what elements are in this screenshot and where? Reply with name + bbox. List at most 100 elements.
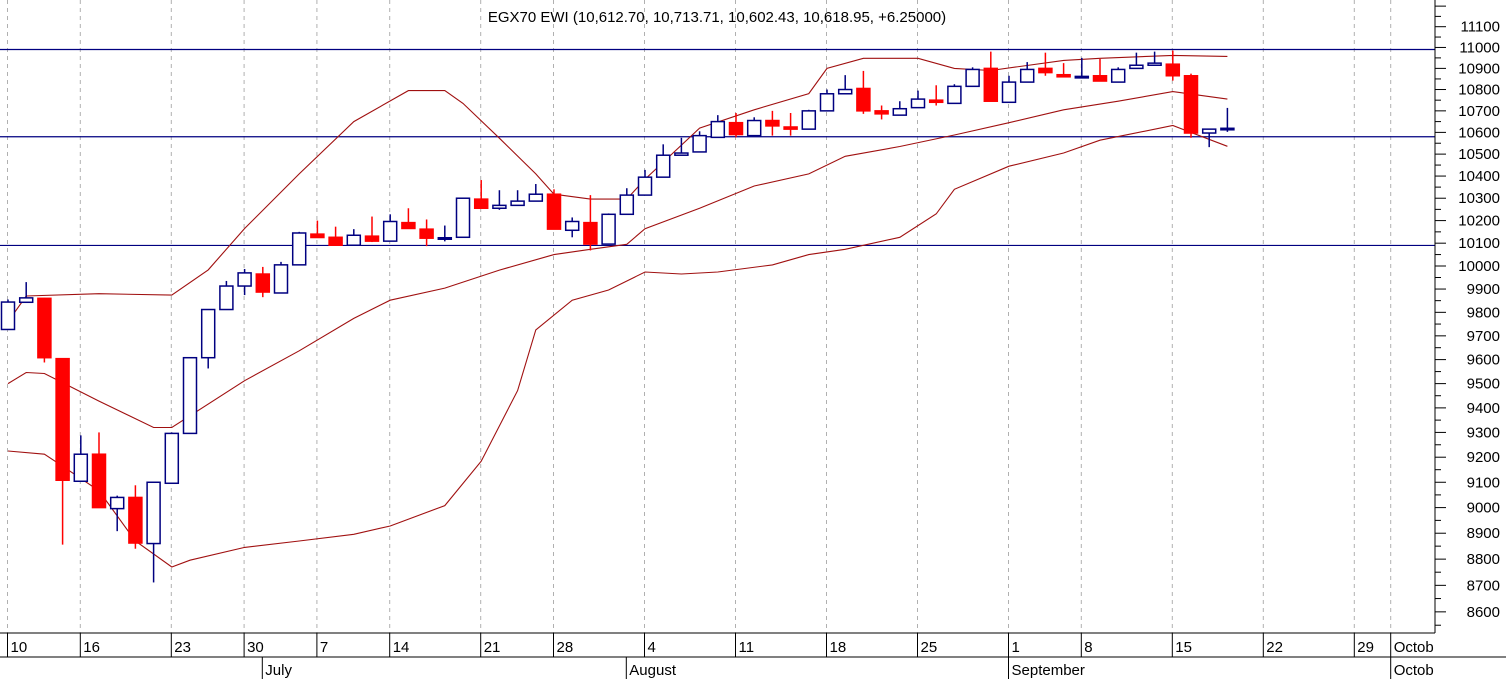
candle-down [91,453,107,509]
candle-up [619,194,635,216]
x-day-label: 4 [648,639,656,656]
x-month-label: August [629,662,677,679]
bollinger-lower-band [7,124,1228,568]
candle-down [728,121,744,136]
candle-up [746,119,762,137]
candle-down [128,496,143,544]
candle-up [1001,81,1017,104]
candle-up [965,68,980,88]
x-day-label: 1 [1012,639,1020,656]
candle-up [510,200,525,207]
y-tick-label: 9300 [1467,424,1500,441]
candle-down [37,297,52,359]
candle-up [1110,68,1126,83]
candle-up [291,232,307,266]
horizontal-lines [0,48,1435,247]
y-tick-label: 10900 [1458,60,1500,77]
candle-up [601,213,616,245]
y-tick-label: 9000 [1467,500,1500,517]
x-day-label: 7 [320,639,328,656]
candles [0,50,1235,583]
candle-down [1183,75,1199,134]
y-tick-label: 9200 [1467,449,1500,466]
candle-up [910,98,926,109]
candle-down [1092,75,1108,82]
candle-down [1056,73,1071,78]
candle-down [928,99,944,104]
x-day-label: 29 [1357,639,1374,656]
candle-up [819,93,835,112]
y-tick-label: 8900 [1467,525,1500,542]
candle-up [182,356,198,435]
candle-down [1038,67,1053,74]
x-day-label: 30 [247,639,264,656]
x-day-label: 14 [393,639,410,656]
y-tick-label: 10800 [1458,82,1500,99]
x-day-label: 15 [1175,639,1192,656]
y-tick-label: 10500 [1458,146,1500,163]
candle-up [637,176,653,196]
candle-up [455,197,471,239]
candle-down [310,233,325,239]
y-tick-label: 9600 [1467,352,1500,369]
y-tick-label: 11100 [1461,19,1501,36]
candle-down [546,193,562,230]
y-tick-label: 10000 [1458,258,1500,275]
y-tick-label: 10200 [1458,213,1500,230]
candle-up [1147,62,1162,66]
x-month-label: September [1012,662,1085,679]
x-day-label: 23 [174,639,191,656]
y-tick-label: 9700 [1467,328,1500,345]
x-day-label: 18 [830,639,847,656]
candle-up [947,85,962,105]
y-tick-label: 9800 [1467,304,1500,321]
candle-down [983,67,999,102]
x-day-label: 16 [83,639,100,656]
chart-title: EGX70 EWI (10,612.70, 10,713.71, 10,602.… [488,9,946,26]
y-tick-label: 9900 [1467,281,1500,298]
y-tick-label: 10700 [1458,103,1500,120]
candle-down [364,235,380,242]
y-tick-label: 8700 [1467,577,1500,594]
x-day-label: 8 [1084,639,1092,656]
candle-up [655,154,671,178]
candle-down [55,357,70,481]
candle-up [1129,64,1144,70]
candle-up [801,110,817,130]
candle-up [1220,127,1235,131]
candle-up [710,120,726,139]
x-day-label: 11 [739,639,755,656]
candle-up [528,193,544,202]
x-day-label: 22 [1266,639,1283,656]
candle-up [564,220,580,232]
candle-up [237,272,252,287]
x-day-label: 10 [11,639,28,656]
y-tick-label: 10100 [1458,235,1500,252]
candle-down [783,126,798,130]
candle-up [492,204,507,210]
candle-up [674,152,689,156]
candle-down [401,221,416,230]
candle-up [219,285,234,311]
y-tick-label: 9100 [1467,474,1500,491]
x-month-label: July [265,662,292,679]
y-tick-label: 10400 [1458,168,1500,185]
candle-up [146,481,161,545]
candle-up [109,496,125,510]
x-day-label: 21 [484,639,501,656]
y-tick-label: 9500 [1467,376,1500,393]
y-tick-label: 8600 [1467,604,1500,621]
y-tick-label: 8800 [1467,551,1500,568]
candle-down [856,87,871,112]
candle-down [1165,63,1181,77]
candle-up [0,301,16,331]
grid-lines [7,0,1392,633]
candle-down [874,110,889,115]
y-tick-label: 11000 [1459,39,1500,56]
candle-up [346,234,362,246]
candle-up [382,220,398,242]
candle-up [692,134,707,153]
